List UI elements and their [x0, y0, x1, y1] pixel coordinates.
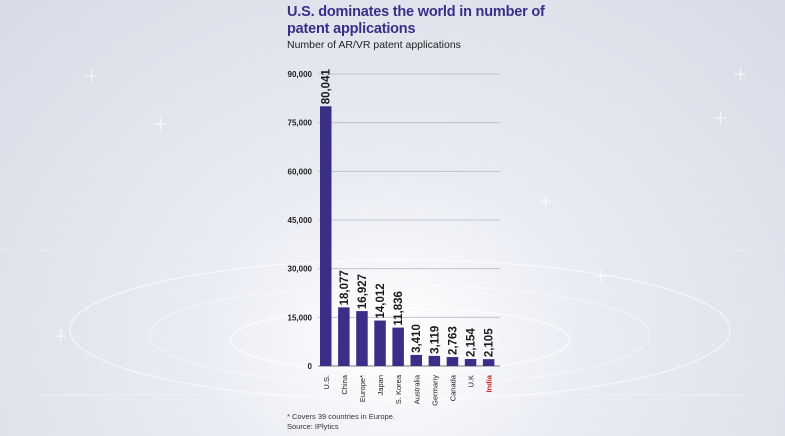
- category-label: China: [340, 374, 349, 394]
- x-axis-labels: U.S. China Europe* Japan S. Korea Australia Ge…: [322, 374, 494, 406]
- value-label: 16,927: [357, 274, 369, 309]
- bar: [374, 320, 386, 366]
- category-label: Canada: [448, 374, 457, 401]
- category-label: Germany: [430, 375, 439, 406]
- value-label: 3,119: [429, 326, 441, 354]
- y-tick-label: 0: [308, 362, 313, 371]
- y-tick-label: 75,000: [288, 119, 313, 128]
- bar: [356, 311, 368, 366]
- source-note: Source: IPlytics: [287, 421, 339, 431]
- bar: [338, 307, 350, 366]
- value-label: 11,836: [393, 291, 405, 326]
- value-label: 2,154: [466, 328, 478, 357]
- footnotes: * Covers 39 countries in Europe. Source:…: [287, 412, 395, 431]
- category-label: Japan: [376, 375, 385, 395]
- value-label: 18,077: [339, 270, 351, 305]
- chart-subtitle: Number of AR/VR patent applications: [287, 39, 461, 51]
- bar: [392, 327, 404, 366]
- bar: [320, 106, 332, 366]
- value-label: 3,410: [411, 324, 423, 353]
- bar: [464, 359, 477, 366]
- y-tick-label: 30,000: [288, 265, 313, 274]
- value-label: 2,105: [484, 328, 496, 357]
- chart-title: U.S. dominates the world in number of pa…: [287, 4, 545, 37]
- category-label: India: [485, 374, 494, 392]
- y-tick-label: 90,000: [288, 70, 313, 79]
- value-labels: 80,041 18,077 16,927 14,012 11,836 3,410 3,119…: [321, 69, 496, 358]
- bar: [482, 359, 495, 366]
- bars: [320, 106, 495, 366]
- bar: [410, 354, 422, 366]
- y-tick-label: 45,000: [288, 216, 313, 225]
- value-label: 2,763: [447, 326, 459, 355]
- category-label: U.K: [467, 375, 476, 388]
- category-label: Australia: [412, 374, 421, 404]
- bar: [446, 357, 459, 366]
- value-label: 80,041: [321, 69, 333, 105]
- category-label: U.S.: [322, 375, 331, 390]
- category-label: Europe*: [358, 375, 367, 402]
- footnote-europe: * Covers 39 countries in Europe.: [287, 412, 395, 421]
- y-axis-ticks: 0 15,000 30,000 45,000 60,000 75,000 90,000: [288, 70, 313, 371]
- value-label: 14,012: [375, 283, 387, 318]
- y-tick-label: 15,000: [288, 313, 313, 322]
- category-label: S. Korea: [394, 374, 403, 404]
- bar: [428, 355, 441, 366]
- y-tick-label: 60,000: [288, 167, 313, 176]
